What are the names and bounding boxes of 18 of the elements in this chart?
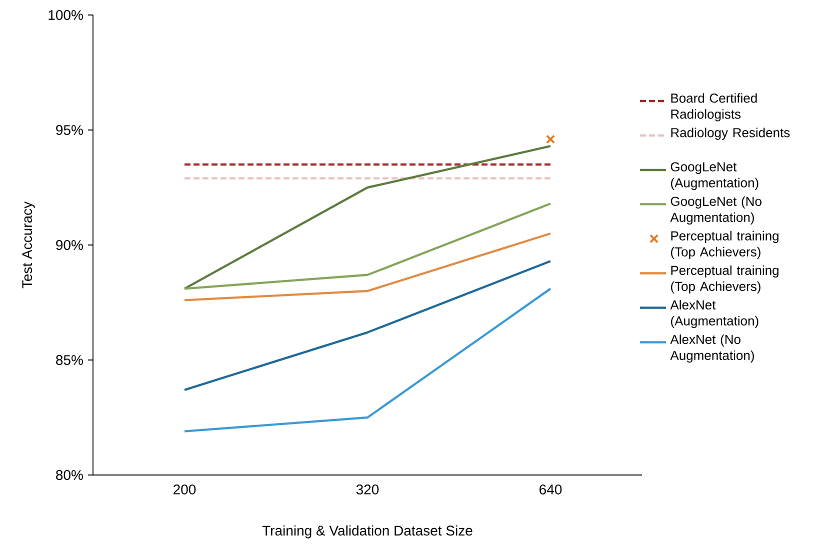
x-tick-label: 640	[540, 484, 562, 494]
legend-label: AlexNet (Augmentation)	[670, 300, 758, 328]
y-tick-label: 100%	[48, 10, 83, 20]
legend-label: GoogLeNet (No Augmentation)	[670, 196, 762, 225]
legend-label: Radiology Residents	[671, 128, 790, 140]
y-tick-label: 90%	[56, 240, 83, 250]
legend-label: Perceptual training (Top Achievers)	[671, 230, 778, 260]
x-tick-label: 200	[174, 484, 196, 494]
x-tick-label: 320	[356, 484, 379, 494]
y-tick-label: 85%	[56, 355, 83, 365]
x-axis-title: Training & Validation Dataset Size	[262, 525, 472, 538]
legend-label: Perceptual training (Top Achievers)	[671, 265, 778, 294]
y-tick-label: 95%	[56, 125, 83, 135]
legend-label: Board Certified Radiologists	[671, 93, 757, 122]
legend-label: AlexNet (No Augmentation)	[670, 334, 754, 363]
y-axis-title: Test Accuracy	[22, 201, 35, 288]
legend-label: GoogLeNet (Augmentation)	[670, 162, 758, 190]
y-tick-label: 80%	[56, 470, 83, 480]
